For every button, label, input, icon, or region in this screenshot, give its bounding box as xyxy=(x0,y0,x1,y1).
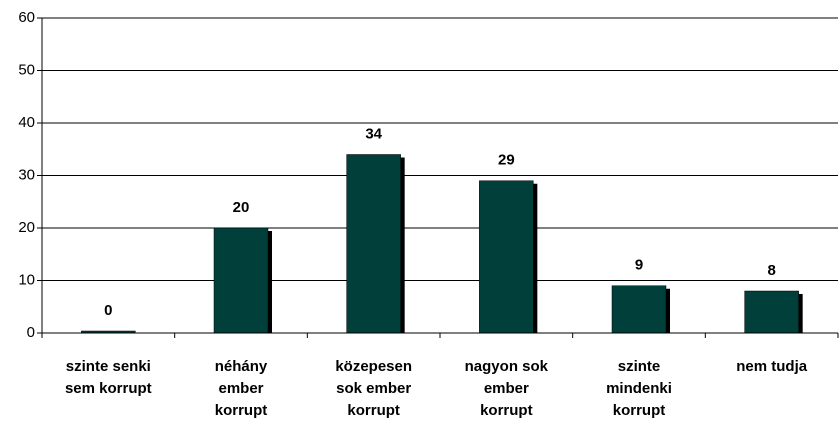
x-tick-label: szinte xyxy=(618,358,661,375)
x-tick-label: korrupt xyxy=(347,402,400,419)
bar xyxy=(744,290,799,334)
data-label: 29 xyxy=(498,152,515,169)
y-tick-label: 30 xyxy=(18,166,35,183)
y-tick-label: 20 xyxy=(18,219,35,236)
x-tick-label: sok ember xyxy=(336,380,411,397)
x-tick-label: sem korrupt xyxy=(65,380,152,397)
x-tick-label: ember xyxy=(484,380,529,397)
y-tick-label: 50 xyxy=(18,61,35,78)
y-tick-label: 10 xyxy=(18,271,35,288)
bar xyxy=(611,285,667,334)
x-tick-label: nem tudja xyxy=(736,358,807,375)
x-tick-label: ember xyxy=(218,380,263,397)
bar xyxy=(213,227,269,334)
bar xyxy=(346,154,401,334)
x-tick-label: szinte senki xyxy=(66,358,151,375)
x-tick-label: korrupt xyxy=(613,402,666,419)
x-tick-label: korrupt xyxy=(480,402,533,419)
bar xyxy=(479,180,534,334)
data-label: 20 xyxy=(233,199,250,216)
y-tick-label: 0 xyxy=(27,324,35,341)
x-tick-label: mindenki xyxy=(606,380,672,397)
x-tick-label: korrupt xyxy=(215,402,268,419)
y-tick-label: 40 xyxy=(18,114,35,131)
data-label: 34 xyxy=(365,125,382,142)
x-tick-label: néhány xyxy=(215,358,268,375)
data-label: 9 xyxy=(635,257,643,274)
y-tick-label: 60 xyxy=(18,9,35,26)
data-label: 0 xyxy=(104,302,112,319)
data-label: 8 xyxy=(767,262,775,279)
x-tick-label: nagyon sok xyxy=(465,358,549,375)
x-tick-label: közepesen xyxy=(335,358,412,375)
